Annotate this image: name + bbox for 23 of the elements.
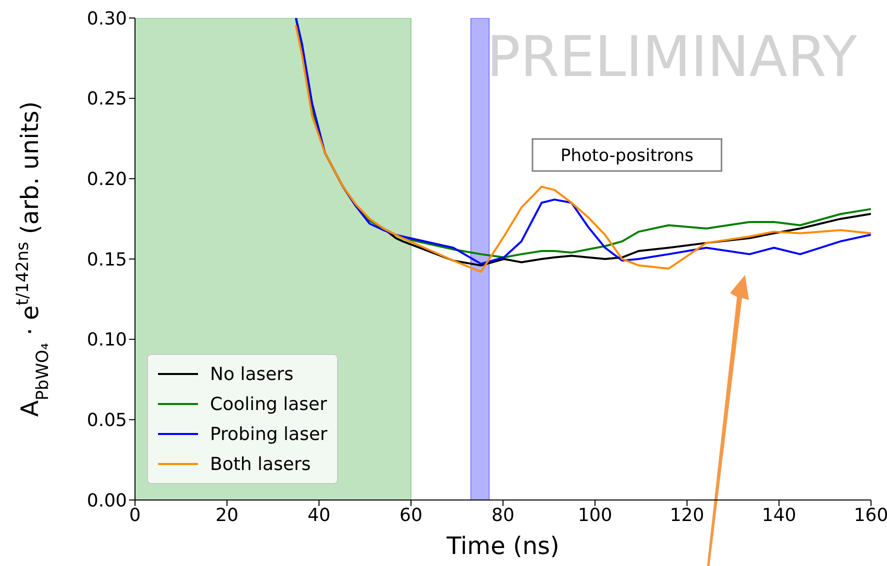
x-tick-label: 20 [216,504,238,526]
y-tick-label: 0.15 [86,249,127,270]
legend-label: No lasers [210,364,294,384]
x-tick-label: 80 [492,504,514,526]
y-tick-label: 0.00 [86,490,127,512]
legend-label: Probing laser [210,424,328,444]
y-tick-label: 0.05 [86,410,127,432]
x-tick-label: 0 [129,504,141,526]
text-box: Photo-positrons [532,138,722,172]
legend-label: Both lasers [210,454,311,474]
y-tick-label: 0.10 [86,330,127,351]
y-tick-label: 0.25 [86,88,127,110]
y-tick-label: 0.20 [86,169,127,190]
annotation: Photo-positrons [560,146,694,166]
y-tick-label: 0.30 [86,8,127,30]
x-tick-label: 160 [854,504,887,526]
legend-label: Cooling laser [210,394,328,414]
x-tick-label: 120 [670,504,704,526]
x-tick-label: 140 [762,504,796,526]
x-tick-label: 100 [578,504,612,526]
x-tick-label: 40 [308,504,330,526]
x-tick-label: 60 [400,504,422,526]
x-axis-title: Time (ns) [446,532,560,560]
